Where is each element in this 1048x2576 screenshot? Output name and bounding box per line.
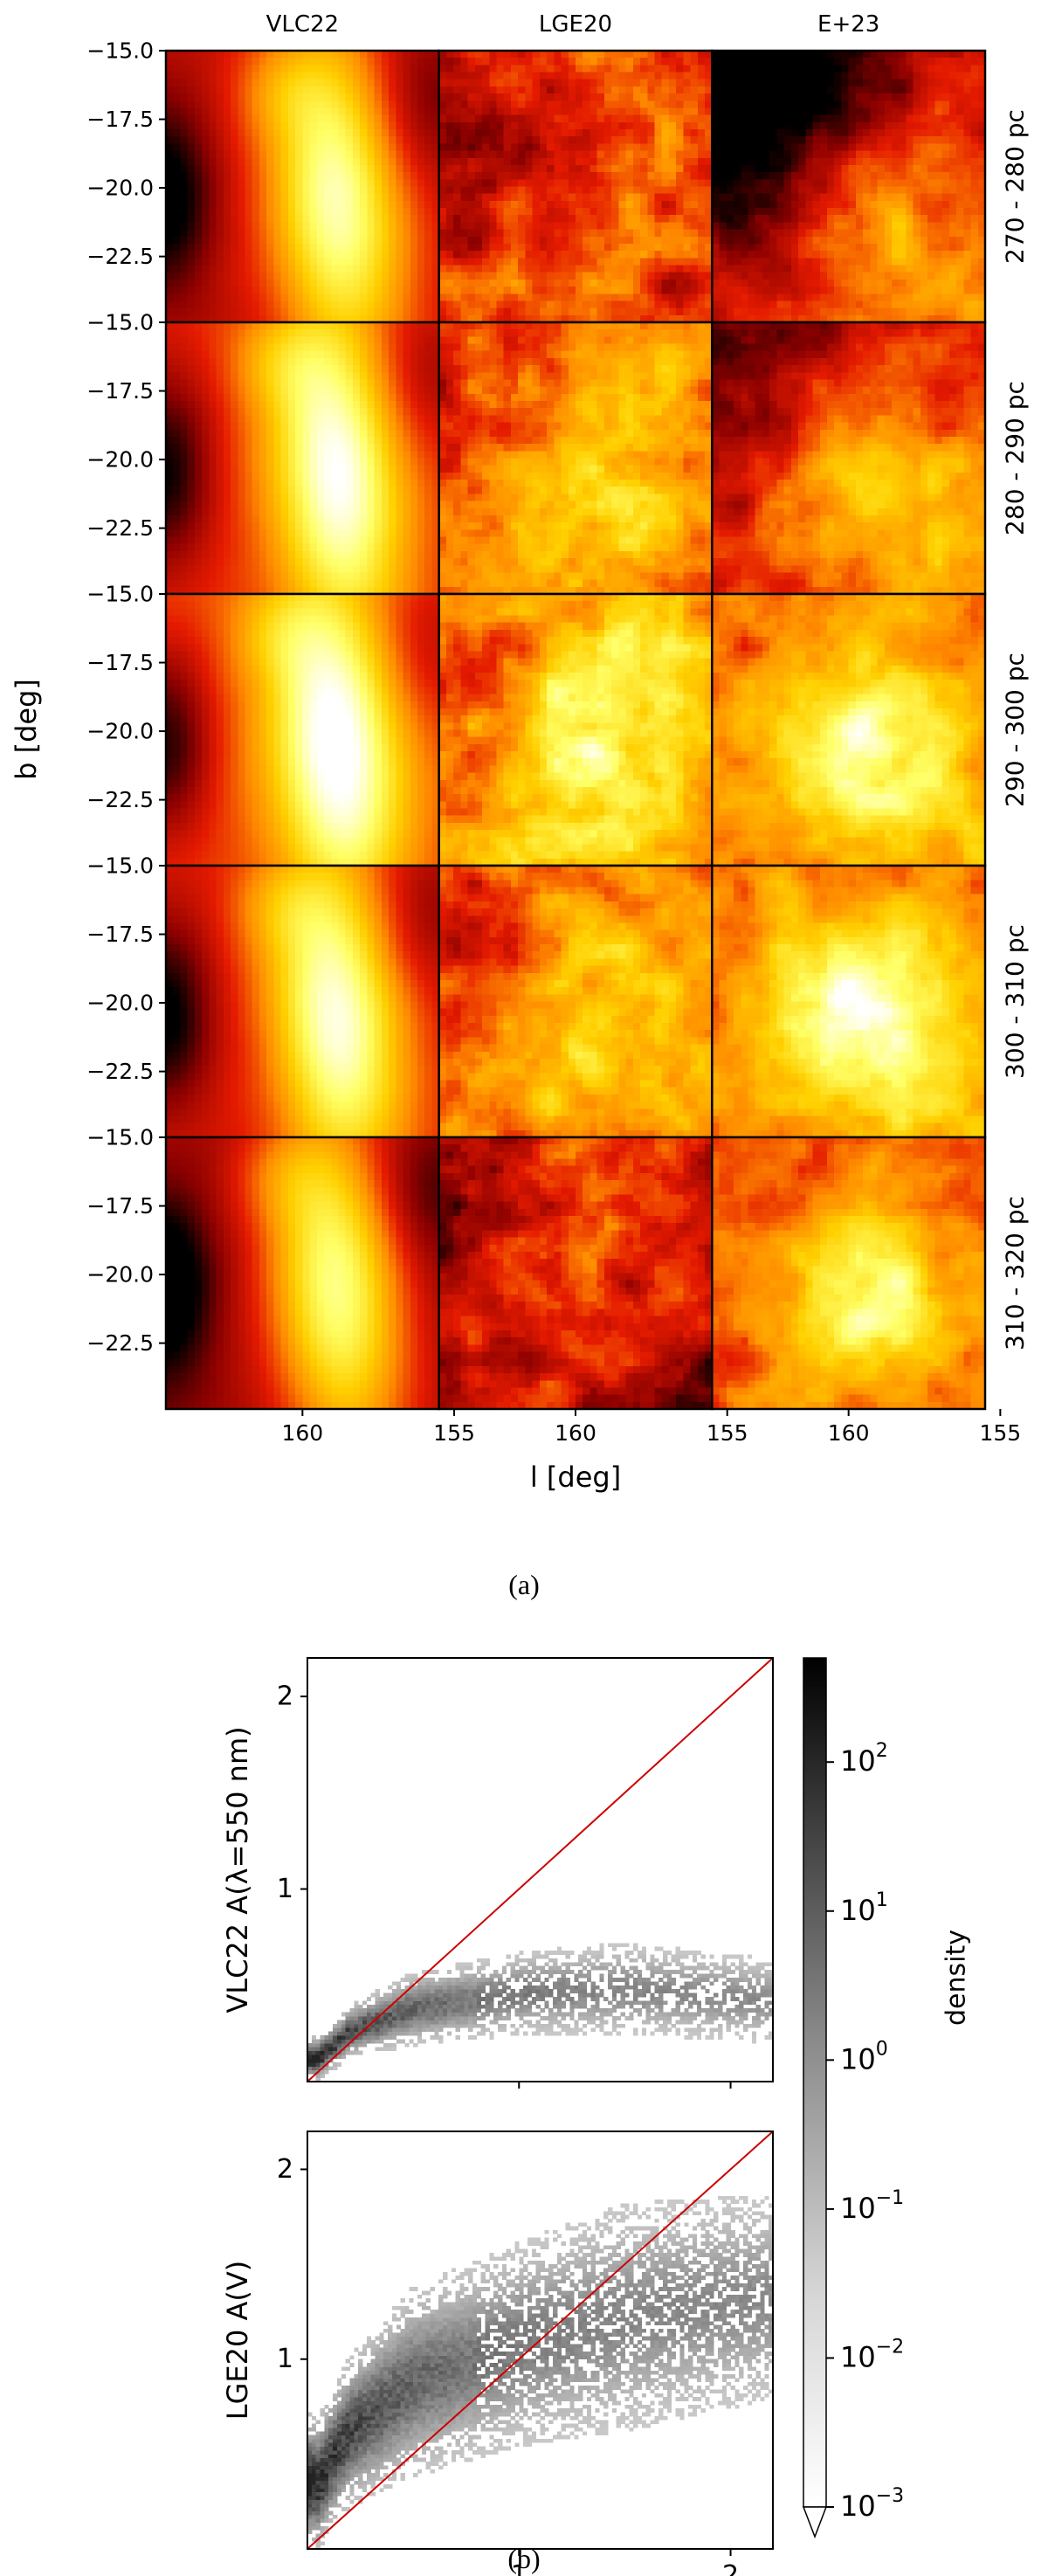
heatmap-cell-eplus23-row-2 (712, 322, 985, 595)
caption-a: (a) (508, 1569, 540, 1600)
y-tick-label: −15.0 (86, 310, 154, 335)
y-tick-label: −22.5 (86, 244, 154, 269)
colorbar-tick-label: 102 (840, 1740, 888, 1778)
heatmap-cell-lge20-row-1 (439, 51, 713, 323)
x-tick-label: 155 (433, 1420, 475, 1446)
x-tick-label: 155 (980, 1420, 1022, 1446)
y-tick-label: −17.5 (86, 650, 154, 675)
heatmap-cell-lge20-row-2 (439, 322, 713, 595)
colorbar-tick-label: 10−2 (840, 2336, 904, 2373)
y-axis-label: VLC22 A(λ=550 nm) (221, 1726, 254, 2013)
colorbar-label: density (941, 1930, 972, 2026)
heatmap-cell-vlc22-row-3 (166, 594, 439, 867)
colorbar-tick-label: 101 (840, 1889, 888, 1927)
heatmap-cell-eplus23-row-4 (712, 866, 985, 1138)
y-tick-label: −17.5 (86, 378, 154, 404)
y-tick-label: −20.0 (86, 447, 154, 473)
colorbar-extend-arrow (803, 2507, 826, 2537)
heatmap-cell-lge20-row-5 (439, 1137, 713, 1410)
y-tick-label: −20.0 (86, 719, 154, 744)
y-tick-label: −22.5 (86, 515, 154, 541)
density-bins (307, 1943, 773, 2082)
y-tick-label: −17.5 (86, 922, 154, 947)
panel-a: VLC22 LGE20 E+23 270 - 280 pc 280 - 290 pc 29… (10, 11, 1030, 1600)
y-tick-label: −15.0 (86, 38, 154, 64)
row-label: 290 - 300 pc (1001, 653, 1030, 807)
heatmap-cell-eplus23-row-1 (712, 51, 985, 323)
colorbar-tick-label: 10−1 (840, 2187, 904, 2225)
x-tick-label: 160 (555, 1420, 596, 1446)
row-label: 310 - 320 pc (1001, 1196, 1030, 1350)
caption-b: (b) (507, 2543, 540, 2574)
x-tick-label: 160 (828, 1420, 870, 1446)
heatmap-cell-eplus23-row-3 (712, 594, 985, 867)
y-tick-label: −20.0 (86, 991, 154, 1016)
y-axis-label: b [deg] (10, 679, 43, 780)
y-tick-label: 2 (277, 2154, 293, 2185)
y-tick-label: −17.5 (86, 1193, 154, 1219)
y-tick-label: −22.5 (86, 1330, 154, 1356)
colorbar-tick-label: 10−3 (840, 2485, 904, 2523)
y-tick-label: −17.5 (86, 107, 154, 132)
colorbar-tick-label: 100 (840, 2038, 888, 2075)
heatmap-cell-vlc22-row-1 (166, 51, 439, 323)
x-tick-label: 155 (707, 1420, 748, 1446)
column-title: E+23 (817, 11, 879, 38)
density-bins (307, 2196, 773, 2550)
y-tick-label: −22.5 (86, 1059, 154, 1084)
colorbar: 10−3 10−2 10−1 100 101 102 density (803, 1658, 972, 2537)
heatmap-cell-eplus23-row-5 (712, 1137, 985, 1410)
y-tick-label: −15.0 (86, 582, 154, 607)
row-label: 280 - 290 pc (1001, 381, 1030, 535)
heatmap-cell-lge20-row-3 (439, 594, 713, 867)
x-tick-label: 160 (281, 1420, 323, 1446)
y-tick-label: −15.0 (86, 853, 154, 879)
y-tick-label: −20.0 (86, 1262, 154, 1288)
y-tick-label: −22.5 (86, 787, 154, 812)
y-tick-label: 1 (277, 1874, 293, 1904)
row-label: 270 - 280 pc (1001, 109, 1030, 264)
heatmap-cell-vlc22-row-2 (166, 322, 439, 595)
y-tick-label: −15.0 (86, 1125, 154, 1150)
heatmap-cell-vlc22-row-5 (166, 1137, 439, 1410)
y-tick-label: −20.0 (86, 176, 154, 201)
column-title: LGE20 (539, 11, 612, 38)
y-tick-label: 1 (277, 2344, 293, 2374)
y-tick-label: 2 (277, 1682, 293, 1712)
column-title: VLC22 (266, 11, 340, 38)
colorbar-gradient (803, 1658, 826, 2507)
x-tick-label: 2 (722, 2560, 739, 2576)
x-axis-label: l [deg] (530, 1461, 621, 1494)
y-axis-label: LGE20 A(V) (221, 2261, 254, 2420)
row-label: 300 - 310 pc (1001, 924, 1030, 1079)
heatmap-cell-vlc22-row-4 (166, 866, 439, 1138)
scatter-density-1: 1 2 VLC22 A(λ=550 nm) (221, 1658, 773, 2089)
heatmap-cell-lge20-row-4 (439, 866, 713, 1138)
